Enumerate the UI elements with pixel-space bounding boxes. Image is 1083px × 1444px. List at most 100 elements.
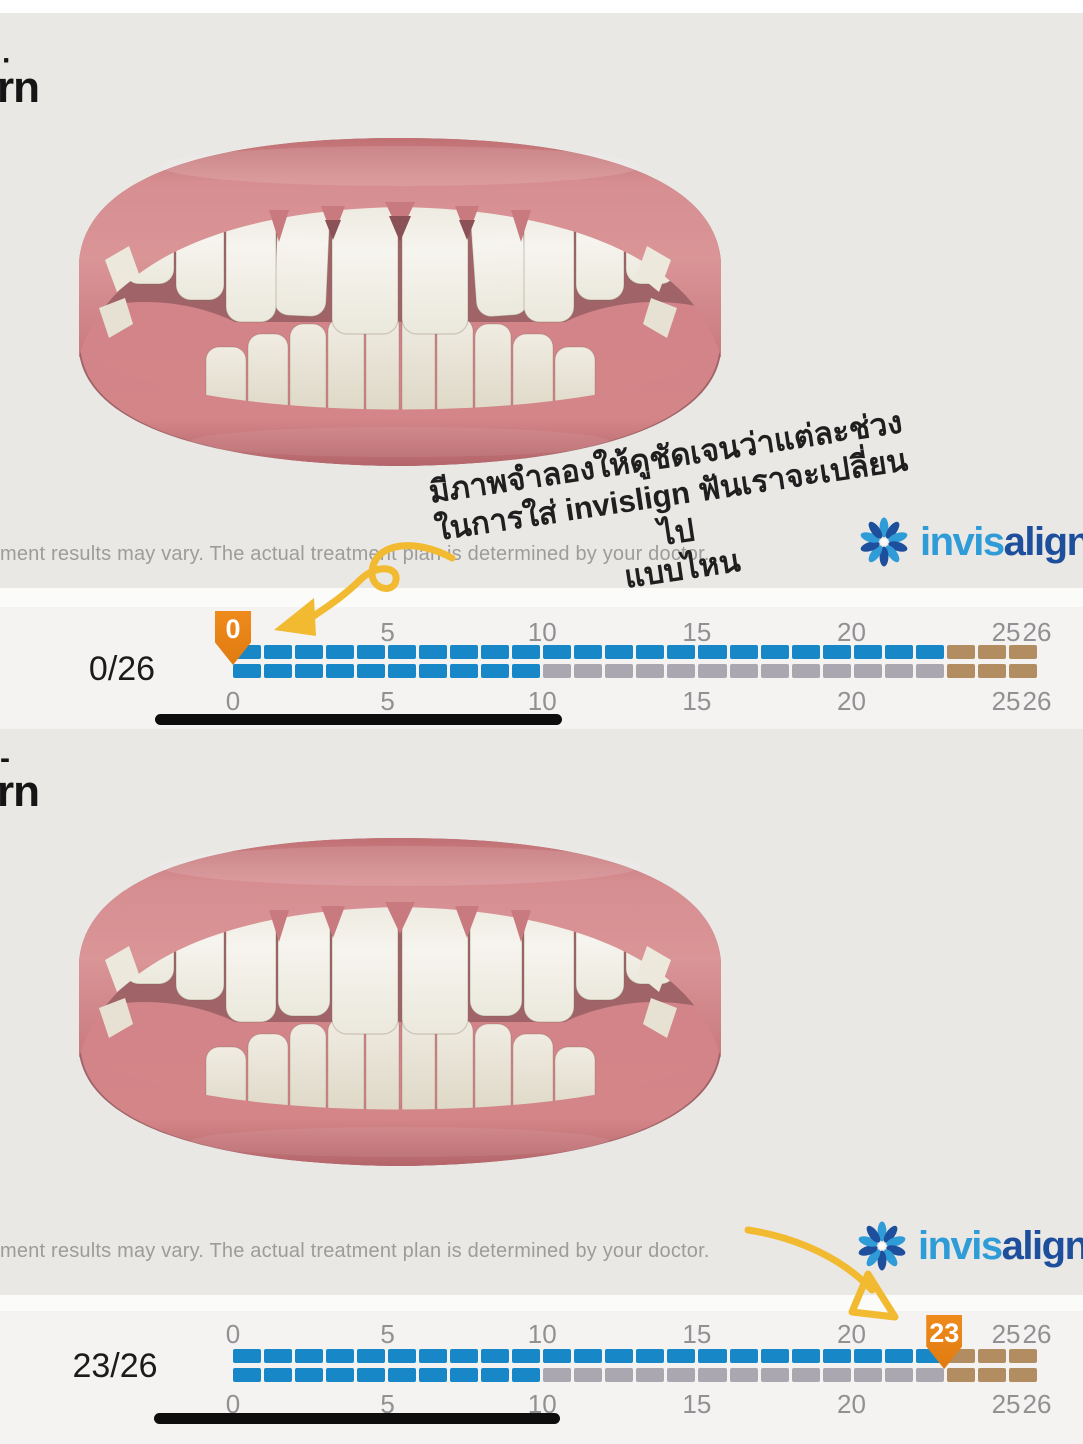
stage-segment[interactable] (729, 1368, 758, 1382)
stage-segment[interactable] (636, 664, 665, 678)
stage-segment[interactable] (853, 1349, 882, 1363)
stage-segment[interactable] (574, 1368, 603, 1382)
stage-segment[interactable] (822, 1349, 851, 1363)
playback-progress[interactable] (155, 714, 562, 725)
stage-segment[interactable] (698, 664, 727, 678)
stage-segment[interactable] (946, 1368, 975, 1382)
stage-segment[interactable] (512, 645, 541, 659)
stage-segment[interactable] (636, 645, 665, 659)
stage-segment[interactable] (326, 1349, 355, 1363)
stage-segment[interactable] (636, 1349, 665, 1363)
stage-segment[interactable] (450, 664, 479, 678)
stage-segment[interactable] (326, 645, 355, 659)
stage-segment[interactable] (543, 645, 572, 659)
stage-segment[interactable] (977, 1349, 1006, 1363)
stage-segment[interactable] (1008, 1349, 1037, 1363)
stage-segment[interactable] (388, 1349, 417, 1363)
stage-segment[interactable] (543, 1349, 572, 1363)
stage-segment[interactable] (264, 664, 293, 678)
stage-segment[interactable] (977, 1368, 1006, 1382)
stage-segment[interactable] (233, 1368, 262, 1382)
stage-segment[interactable] (636, 1368, 665, 1382)
stage-segment[interactable] (822, 664, 851, 678)
stage-segment[interactable] (419, 1368, 448, 1382)
stage-segment[interactable] (481, 1368, 510, 1382)
stage-segment[interactable] (388, 645, 417, 659)
stage-segment[interactable] (1008, 664, 1037, 678)
stage-segment[interactable] (543, 664, 572, 678)
stage-segment[interactable] (233, 664, 262, 678)
stage-segment[interactable] (357, 1368, 386, 1382)
stage-segment[interactable] (419, 645, 448, 659)
stage-segment[interactable] (481, 664, 510, 678)
stage-segment[interactable] (698, 1368, 727, 1382)
stage-segment[interactable] (357, 645, 386, 659)
stage-segment[interactable] (1008, 645, 1037, 659)
stage-segment[interactable] (822, 1368, 851, 1382)
stage-segment[interactable] (760, 1368, 789, 1382)
stage-segment[interactable] (295, 1368, 324, 1382)
stage-segment[interactable] (760, 664, 789, 678)
stage-segment[interactable] (326, 1368, 355, 1382)
stage-segment[interactable] (574, 1349, 603, 1363)
stage-segment[interactable] (791, 645, 820, 659)
stage-segment[interactable] (729, 1349, 758, 1363)
stage-segment[interactable] (605, 1368, 634, 1382)
stage-segment[interactable] (481, 1349, 510, 1363)
stage-segment[interactable] (977, 664, 1006, 678)
stage-segment[interactable] (760, 1349, 789, 1363)
stage-segment[interactable] (667, 664, 696, 678)
stage-segment[interactable] (853, 1368, 882, 1382)
stage-segment[interactable] (605, 664, 634, 678)
stage-segment[interactable] (884, 1368, 913, 1382)
stage-segment[interactable] (667, 1368, 696, 1382)
stage-segment[interactable] (357, 1349, 386, 1363)
stage-segment[interactable] (450, 645, 479, 659)
stage-segment[interactable] (326, 664, 355, 678)
stage-segment[interactable] (884, 645, 913, 659)
stage-segment[interactable] (853, 645, 882, 659)
stage-segment[interactable] (512, 1368, 541, 1382)
stage-segment[interactable] (946, 645, 975, 659)
stage-segment[interactable] (729, 664, 758, 678)
stage-segment[interactable] (295, 664, 324, 678)
stage-segment[interactable] (605, 645, 634, 659)
stage-segment[interactable] (791, 1368, 820, 1382)
stage-segment[interactable] (977, 645, 1006, 659)
stage-segment[interactable] (512, 664, 541, 678)
stage-segment[interactable] (884, 664, 913, 678)
stage-segment[interactable] (946, 664, 975, 678)
stage-segment[interactable] (667, 645, 696, 659)
stage-segment[interactable] (698, 1349, 727, 1363)
teeth-model-before[interactable] (55, 112, 745, 487)
stage-segment[interactable] (605, 1349, 634, 1363)
stage-segment[interactable] (512, 1349, 541, 1363)
stage-segment[interactable] (264, 1349, 293, 1363)
stage-segment[interactable] (915, 645, 944, 659)
teeth-model-after[interactable] (55, 812, 745, 1187)
stage-segment[interactable] (543, 1368, 572, 1382)
stage-segment[interactable] (822, 645, 851, 659)
stage-segment[interactable] (388, 664, 417, 678)
stage-segment[interactable] (450, 1349, 479, 1363)
stage-segment[interactable] (667, 1349, 696, 1363)
stage-segment[interactable] (264, 1368, 293, 1382)
stage-segment[interactable] (853, 664, 882, 678)
stage-segment[interactable] (264, 645, 293, 659)
stage-segment[interactable] (419, 664, 448, 678)
stage-segment[interactable] (419, 1349, 448, 1363)
stage-segment[interactable] (884, 1349, 913, 1363)
stage-segment[interactable] (233, 1349, 262, 1363)
stage-segment[interactable] (698, 645, 727, 659)
stage-segment[interactable] (388, 1368, 417, 1382)
stage-segment[interactable] (295, 1349, 324, 1363)
stage-segment[interactable] (450, 1368, 479, 1382)
stage-segment[interactable] (357, 664, 386, 678)
stage-segment[interactable] (729, 645, 758, 659)
stage-segment[interactable] (481, 645, 510, 659)
stage-segment[interactable] (791, 1349, 820, 1363)
stage-segment[interactable] (295, 645, 324, 659)
stage-segment[interactable] (760, 645, 789, 659)
stage-segment[interactable] (915, 1368, 944, 1382)
stage-segment[interactable] (915, 664, 944, 678)
